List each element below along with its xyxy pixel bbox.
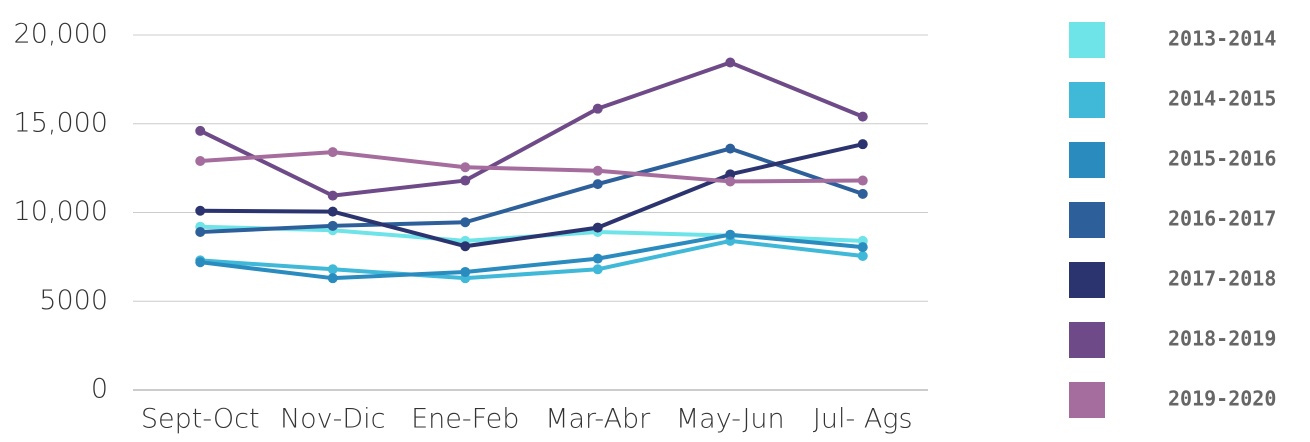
point <box>592 222 603 233</box>
series-line <box>200 238 863 281</box>
point <box>460 175 471 186</box>
x-tick-label: Mar-Abr <box>545 404 651 435</box>
point <box>327 206 338 217</box>
legend-label: 2015-2016 <box>1168 147 1276 171</box>
x-tick-label: May-Jun <box>676 404 785 435</box>
y-tick-label: 15,000 <box>14 107 108 138</box>
point <box>857 250 868 261</box>
legend-label: 2018-2019 <box>1168 327 1276 351</box>
legend-swatch <box>1069 262 1105 298</box>
series-line <box>200 150 863 184</box>
point <box>857 242 868 253</box>
point <box>195 156 206 167</box>
point <box>460 241 471 252</box>
x-tick-label: Sept-Oct <box>141 404 260 435</box>
point <box>327 220 338 231</box>
legend-swatch <box>1069 382 1105 418</box>
point <box>327 273 338 284</box>
point <box>327 264 338 275</box>
point <box>327 147 338 158</box>
legend-swatch <box>1069 322 1105 358</box>
point <box>592 165 603 176</box>
series-line <box>200 146 864 235</box>
series-line <box>200 232 863 281</box>
legend-label: 2017-2018 <box>1168 267 1276 291</box>
point <box>195 257 206 268</box>
legend-label: 2019-2020 <box>1168 387 1276 411</box>
point <box>857 175 868 186</box>
point <box>725 57 736 68</box>
point <box>195 227 206 238</box>
y-tick-label: 0 <box>91 374 108 405</box>
series-line <box>199 60 864 198</box>
legend-swatch <box>1069 22 1105 58</box>
point <box>857 111 868 122</box>
point <box>725 176 736 187</box>
point <box>460 162 471 173</box>
point <box>592 253 603 264</box>
y-tick-label: 20,000 <box>14 19 108 50</box>
legend-label: 2013-2014 <box>1168 27 1276 51</box>
point <box>460 217 471 228</box>
series-line <box>200 142 864 249</box>
x-tick-label: Jul- Ags <box>813 404 913 435</box>
point <box>195 205 206 216</box>
legend-label: 2014-2015 <box>1168 87 1276 111</box>
point <box>592 103 603 114</box>
point <box>592 179 603 190</box>
point <box>195 125 206 136</box>
x-tick-label: Nov-Dic <box>280 404 386 435</box>
y-tick-label: 10,000 <box>14 196 108 227</box>
y-tick-label: 5000 <box>39 285 108 316</box>
legend-swatch <box>1069 142 1105 178</box>
legend-swatch <box>1069 202 1105 238</box>
point <box>592 264 603 275</box>
point <box>857 139 868 150</box>
point <box>460 266 471 277</box>
legend-swatch <box>1069 82 1105 118</box>
point <box>725 143 736 154</box>
x-tick-label: Ene-Feb <box>411 404 519 435</box>
point <box>857 188 868 199</box>
point <box>725 229 736 240</box>
legend-label: 2016-2017 <box>1168 207 1276 231</box>
point <box>327 190 338 201</box>
point <box>725 169 736 180</box>
